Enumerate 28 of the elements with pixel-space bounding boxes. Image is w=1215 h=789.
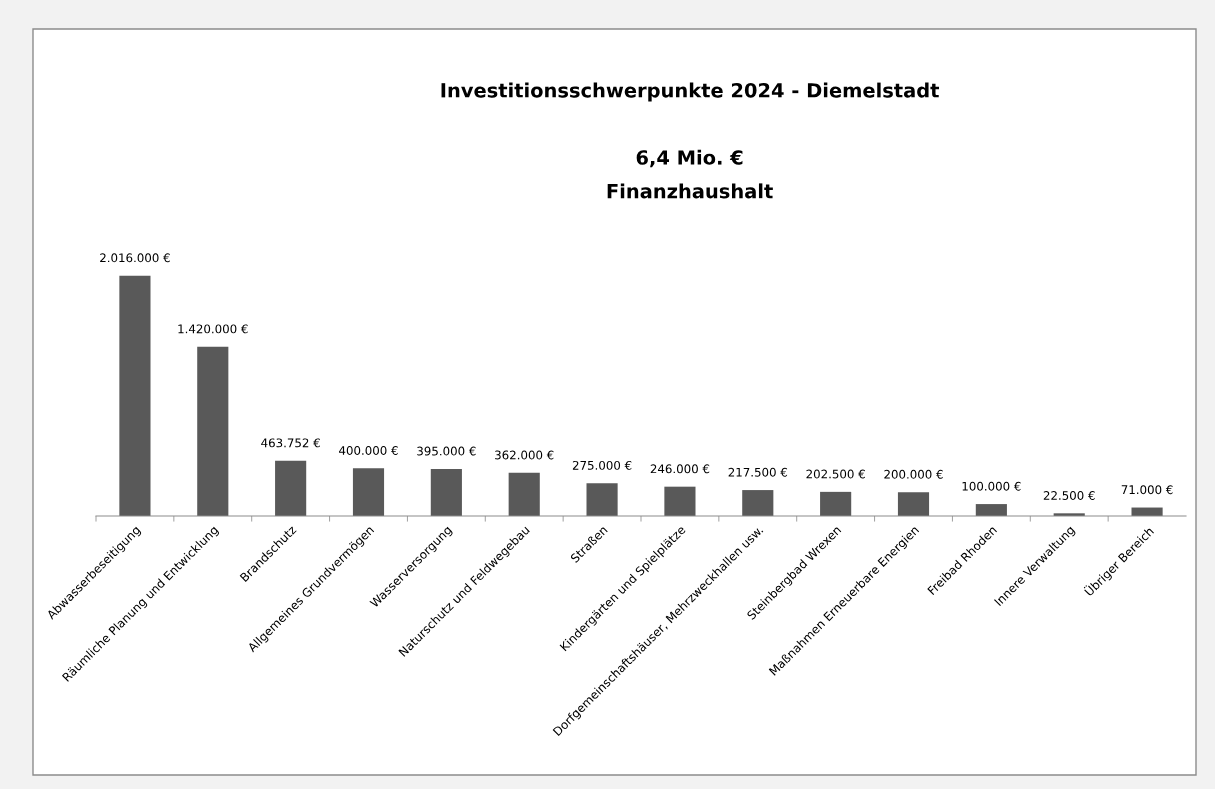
bar bbox=[352, 468, 385, 516]
data-label: 71.000 € bbox=[1121, 485, 1173, 495]
bar bbox=[275, 460, 307, 516]
data-label: 400.000 € bbox=[339, 445, 398, 455]
bar bbox=[742, 490, 774, 516]
data-label: 463.752 € bbox=[261, 438, 320, 448]
data-label: 200.000 € bbox=[884, 469, 943, 479]
data-label: 202.500 € bbox=[806, 469, 865, 479]
bar bbox=[197, 346, 229, 516]
bar bbox=[820, 491, 852, 516]
bar bbox=[975, 504, 1007, 516]
bar bbox=[119, 275, 151, 516]
chart-title: Investitionsschwerpunkte 2024 - Diemelstadt bbox=[441, 82, 940, 102]
data-label: 395.000 € bbox=[417, 446, 476, 456]
data-label: 22.500 € bbox=[1043, 490, 1095, 500]
bar bbox=[586, 483, 618, 516]
data-label: 100.000 € bbox=[962, 481, 1021, 491]
data-label: 1.420.000 € bbox=[178, 324, 248, 334]
bar bbox=[664, 486, 696, 516]
data-label: 246.000 € bbox=[650, 464, 710, 474]
data-label: 362.000 € bbox=[495, 450, 554, 460]
data-label: 2.016.000 € bbox=[100, 253, 170, 263]
chart-subtitle: 6,4 Mio. € Finanzhaushalt bbox=[607, 149, 773, 199]
data-label: 275.000 € bbox=[572, 460, 632, 470]
bar bbox=[897, 492, 930, 516]
data-label: 217.500 € bbox=[728, 467, 788, 477]
bar bbox=[430, 468, 462, 516]
bar bbox=[508, 472, 540, 516]
